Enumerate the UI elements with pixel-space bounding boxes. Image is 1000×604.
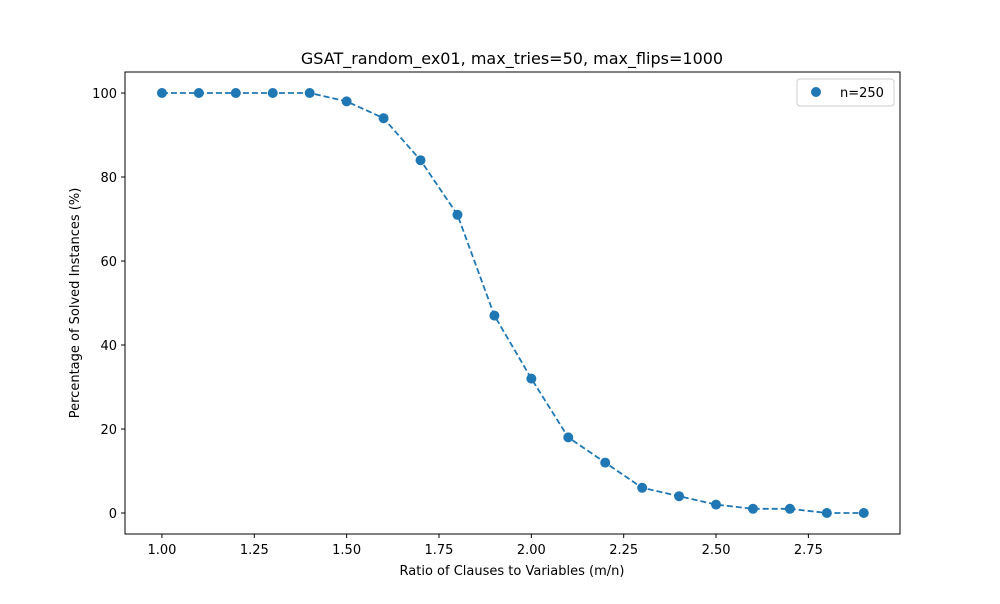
plot-data — [156, 88, 869, 518]
x-tick-label: 2.00 — [517, 543, 546, 558]
y-tick-label: 20 — [100, 423, 117, 438]
data-point — [267, 88, 278, 98]
x-tick-label: 1.75 — [425, 543, 454, 558]
data-point — [600, 457, 611, 468]
data-point — [415, 155, 426, 166]
x-tick-label: 1.00 — [147, 543, 176, 558]
data-point — [378, 113, 389, 124]
data-point — [156, 88, 167, 98]
data-point — [784, 503, 795, 514]
legend-marker — [811, 87, 821, 97]
data-point — [563, 432, 574, 443]
data-point — [489, 310, 500, 321]
plot-frame — [124, 71, 901, 535]
x-axis-label: Ratio of Clauses to Variables (m/n) — [400, 564, 625, 579]
y-tick-label: 40 — [100, 339, 117, 354]
data-point — [452, 209, 463, 220]
legend-label: n=250 — [840, 86, 884, 101]
data-point — [821, 508, 832, 518]
y-tick-label: 100 — [92, 87, 117, 102]
y-tick-label: 60 — [100, 255, 117, 270]
x-tick-label: 2.75 — [794, 543, 823, 558]
chart-title: GSAT_random_ex01, max_tries=50, max_flip… — [301, 49, 723, 69]
data-point — [526, 373, 537, 384]
x-tick-label: 2.50 — [702, 543, 731, 558]
data-point — [674, 491, 685, 502]
data-point — [341, 96, 352, 107]
data-point — [747, 503, 758, 514]
x-tick-label: 1.50 — [332, 543, 361, 558]
x-tick-label: 1.25 — [240, 543, 269, 558]
y-axis-label: Percentage of Solved Instances (%) — [68, 188, 83, 419]
data-point — [304, 88, 315, 98]
data-point — [637, 482, 648, 493]
data-point — [711, 499, 722, 510]
data-point — [858, 508, 869, 518]
axes: 1.00 1.25 1.50 1.75 2.00 2.25 2.50 2.75 0 20 40 60 8… — [92, 87, 823, 558]
data-point — [230, 88, 241, 98]
y-tick-label: 80 — [100, 171, 117, 186]
legend-box — [796, 78, 895, 107]
x-tick-label: 2.25 — [609, 543, 638, 558]
y-tick-label: 0 — [109, 507, 117, 522]
series-line — [161, 92, 864, 514]
legend: n=250 — [796, 78, 895, 107]
data-point — [193, 88, 204, 98]
